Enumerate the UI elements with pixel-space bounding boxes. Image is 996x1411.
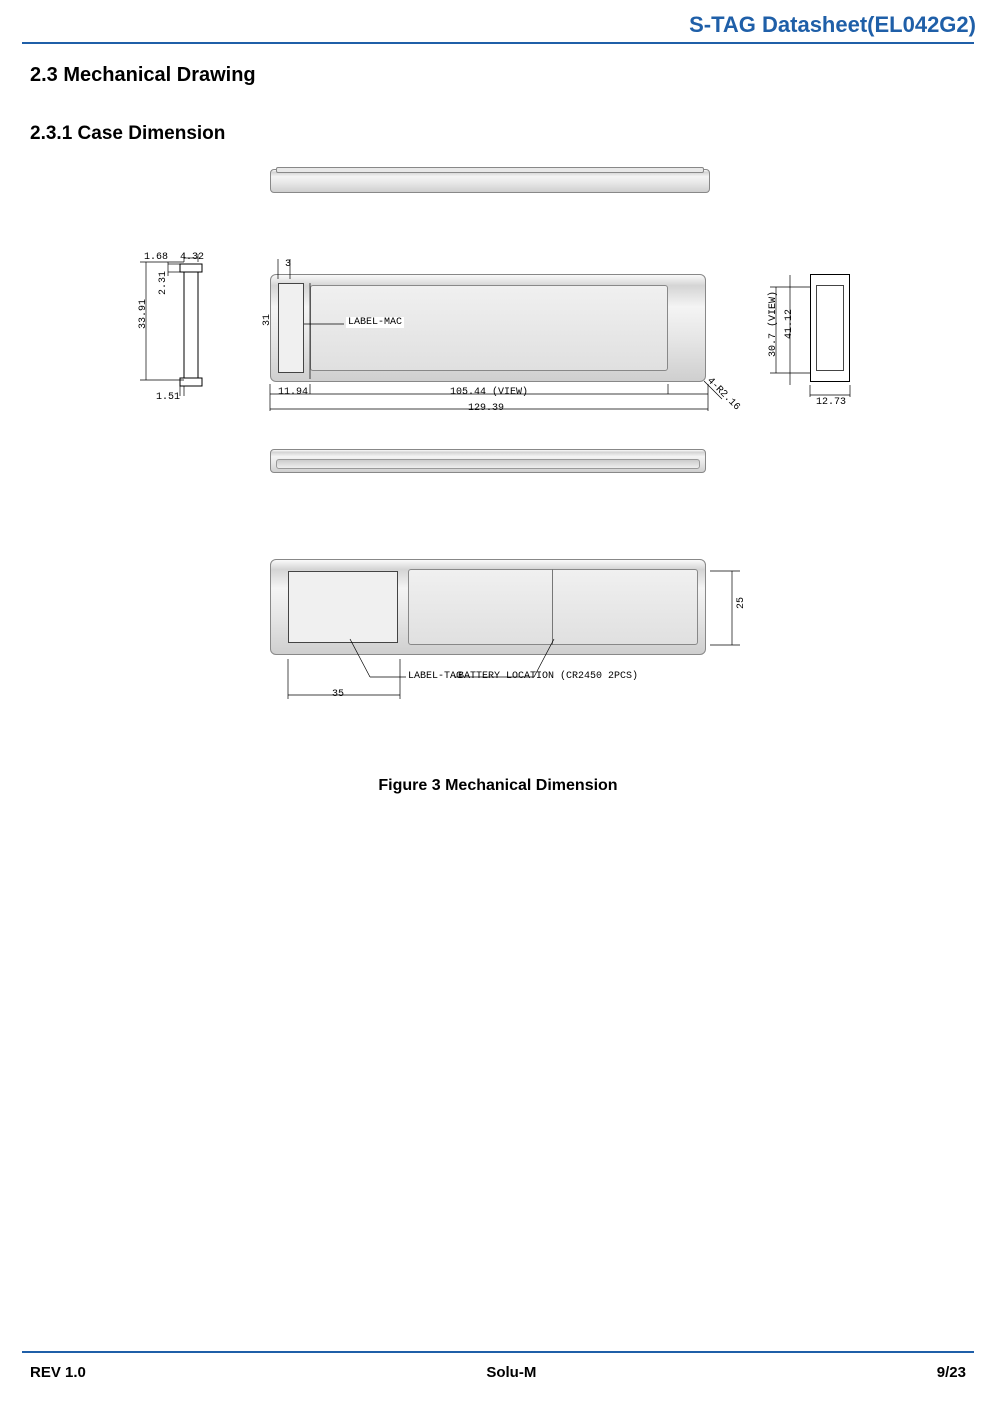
bottom-edge-inset [276, 459, 700, 469]
dim-4-32: 4.32 [180, 252, 204, 263]
dim-41-12: 41.12 [784, 309, 795, 339]
dim-31: 31 [262, 314, 273, 326]
footer-page: 9/23 [937, 1364, 966, 1381]
dim-3: 3 [285, 259, 291, 270]
dim-35: 35 [332, 689, 344, 700]
dim-2-31: 2.31 [158, 271, 169, 295]
dim-1-68: 1.68 [144, 252, 168, 263]
dim-12-73: 12.73 [816, 397, 846, 408]
figure-caption: Figure 3 Mechanical Dimension [30, 777, 966, 795]
doc-header: S-TAG Datasheet(EL042G2) [0, 0, 996, 42]
left-profile [140, 254, 250, 404]
section-title: Mechanical Drawing [63, 64, 255, 86]
top-perspective-edge [276, 167, 704, 173]
subsection-number: 2.3.1 [30, 123, 72, 144]
back-battery-note: BATTERY LOCATION (CR2450 2PCS) [458, 671, 638, 682]
dim-11-94: 11.94 [278, 387, 308, 398]
header-rule [22, 42, 974, 44]
dim-129-39: 129.39 [468, 403, 504, 414]
footer-rev: REV 1.0 [30, 1364, 86, 1381]
subsection-title: Case Dimension [78, 123, 226, 144]
dim-105-44: 105.44 (VIEW) [450, 387, 528, 398]
doc-footer: REV 1.0 Solu-M 9/23 [30, 1364, 966, 1381]
dim-25: 25 [736, 597, 747, 609]
footer-company: Solu-M [486, 1364, 536, 1381]
mechanical-drawing: 1.68 4.32 2.31 33.91 1.51 LABEL-MAC [30, 159, 966, 759]
dim-1-51: 1.51 [156, 392, 180, 403]
subsection-heading: 2.3.1 Case Dimension [30, 123, 966, 145]
footer-rule [22, 1351, 974, 1353]
section-number: 2.3 [30, 64, 58, 86]
back-label-tag: LABEL-TAG [408, 671, 462, 682]
section-heading: 2.3 Mechanical Drawing [30, 64, 966, 87]
dim-33-91: 33.91 [138, 299, 149, 329]
dim-30-7: 30.7 (VIEW) [768, 291, 779, 357]
